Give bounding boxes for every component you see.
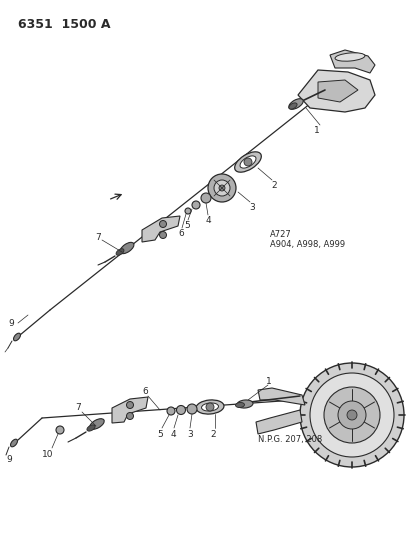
Circle shape bbox=[166, 407, 175, 415]
Text: 2: 2 bbox=[270, 181, 276, 190]
Text: 6: 6 bbox=[142, 387, 148, 397]
Ellipse shape bbox=[11, 439, 18, 447]
Circle shape bbox=[184, 208, 191, 214]
Ellipse shape bbox=[234, 152, 261, 172]
Circle shape bbox=[309, 373, 393, 457]
Text: 7: 7 bbox=[95, 232, 101, 241]
Polygon shape bbox=[257, 388, 304, 405]
Ellipse shape bbox=[334, 53, 364, 61]
Text: 4: 4 bbox=[204, 216, 210, 225]
Ellipse shape bbox=[239, 156, 255, 168]
Text: 10: 10 bbox=[42, 450, 54, 459]
Ellipse shape bbox=[196, 400, 223, 414]
Circle shape bbox=[176, 406, 185, 415]
Polygon shape bbox=[297, 70, 374, 112]
Ellipse shape bbox=[87, 425, 95, 431]
Polygon shape bbox=[255, 410, 301, 434]
Ellipse shape bbox=[90, 419, 104, 429]
Text: 6: 6 bbox=[178, 229, 183, 238]
Text: 9: 9 bbox=[6, 455, 12, 464]
Ellipse shape bbox=[201, 403, 218, 411]
Circle shape bbox=[243, 158, 252, 166]
Circle shape bbox=[213, 180, 229, 196]
Circle shape bbox=[187, 404, 196, 414]
Polygon shape bbox=[112, 397, 148, 423]
Text: A904, A998, A999: A904, A998, A999 bbox=[270, 240, 344, 249]
Polygon shape bbox=[317, 80, 357, 102]
Polygon shape bbox=[329, 50, 374, 73]
Circle shape bbox=[191, 201, 200, 209]
Text: 1: 1 bbox=[313, 126, 319, 135]
Circle shape bbox=[126, 401, 133, 408]
Ellipse shape bbox=[236, 400, 252, 408]
Circle shape bbox=[205, 403, 213, 411]
Polygon shape bbox=[142, 216, 180, 242]
Text: 2: 2 bbox=[210, 430, 215, 439]
Ellipse shape bbox=[116, 249, 124, 255]
Text: 4: 4 bbox=[170, 430, 175, 439]
Text: 5: 5 bbox=[157, 430, 162, 439]
Text: 3: 3 bbox=[187, 430, 192, 439]
Circle shape bbox=[126, 413, 133, 419]
Circle shape bbox=[200, 193, 211, 203]
Text: 6351  1500 A: 6351 1500 A bbox=[18, 18, 110, 31]
Circle shape bbox=[299, 363, 403, 467]
Circle shape bbox=[207, 174, 236, 202]
Text: A727: A727 bbox=[270, 230, 291, 239]
Ellipse shape bbox=[13, 333, 20, 341]
Ellipse shape bbox=[288, 99, 303, 109]
Circle shape bbox=[218, 185, 225, 191]
Text: 5: 5 bbox=[184, 221, 189, 230]
Circle shape bbox=[337, 401, 365, 429]
Text: 3: 3 bbox=[249, 203, 254, 212]
Circle shape bbox=[56, 426, 64, 434]
Ellipse shape bbox=[288, 103, 297, 109]
Circle shape bbox=[323, 387, 379, 443]
Circle shape bbox=[346, 410, 356, 420]
Circle shape bbox=[159, 221, 166, 228]
Circle shape bbox=[159, 231, 166, 238]
Ellipse shape bbox=[120, 243, 134, 254]
Text: N.P.G. 207, 208: N.P.G. 207, 208 bbox=[257, 435, 321, 444]
Text: 1: 1 bbox=[265, 377, 271, 386]
Ellipse shape bbox=[235, 402, 244, 408]
Text: 9: 9 bbox=[8, 319, 14, 327]
Text: 7: 7 bbox=[75, 403, 81, 413]
